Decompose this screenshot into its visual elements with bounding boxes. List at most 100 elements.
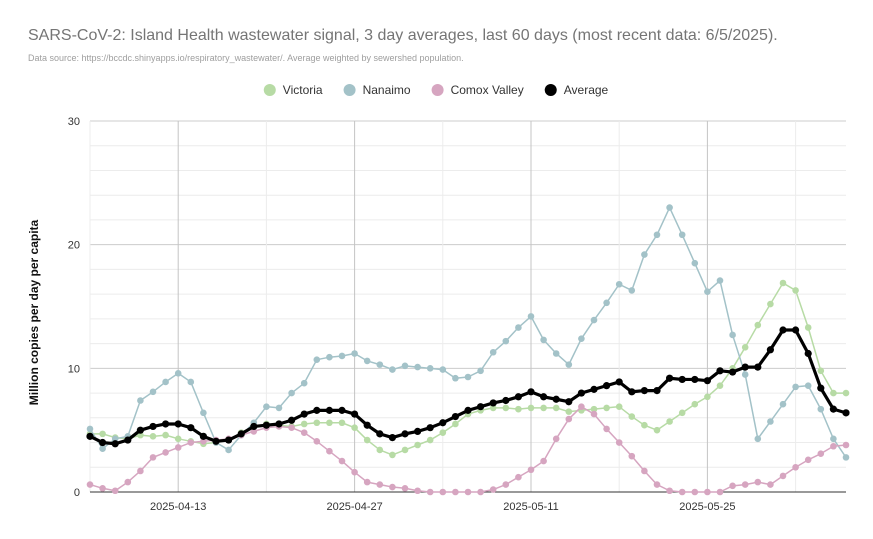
data-point-victoria (716, 382, 724, 389)
data-point-comox-valley (515, 473, 522, 481)
data-point-comox-valley (426, 488, 434, 496)
data-point-comox-valley (830, 442, 837, 450)
data-point-nanaimo (389, 366, 396, 373)
data-point-comox-valley (363, 478, 371, 486)
data-point-nanaimo (137, 397, 144, 404)
data-point-comox-valley (326, 447, 333, 455)
data-point-nanaimo (754, 435, 762, 443)
data-point-victoria (389, 451, 396, 459)
data-point-comox-valley (149, 454, 157, 461)
series-line-comox-valley (89, 405, 847, 493)
legend-swatch (343, 84, 356, 96)
data-point-average (187, 424, 195, 432)
data-point-victoria (174, 435, 182, 443)
data-point-average (477, 403, 485, 411)
data-point-nanaimo (842, 454, 850, 461)
data-point-comox-valley (729, 482, 736, 490)
data-point-nanaimo (653, 231, 661, 239)
data-point-comox-valley (641, 467, 648, 475)
data-point-comox-valley (804, 456, 812, 464)
data-point-victoria (754, 321, 762, 329)
data-point-victoria (439, 429, 447, 436)
x-tick-label: 2025-04-13 (150, 501, 206, 513)
data-point-average (716, 367, 724, 375)
data-point-victoria (779, 279, 787, 287)
data-point-nanaimo (704, 288, 711, 295)
data-point-comox-valley (540, 457, 547, 465)
legend-item-nanaimo: Nanaimo (343, 83, 411, 97)
data-point-comox-valley (464, 488, 472, 496)
data-point-nanaimo (351, 350, 358, 357)
data-point-victoria (804, 324, 812, 331)
data-point-average (212, 437, 220, 445)
data-point-comox-valley (250, 428, 258, 435)
data-point-nanaimo (263, 403, 270, 410)
data-point-nanaimo (741, 371, 749, 378)
data-point-comox-valley (200, 438, 207, 445)
data-point-victoria (426, 436, 434, 444)
data-point-comox-valley (603, 425, 610, 433)
y-tick-label: 20 (68, 240, 80, 252)
data-point-nanaimo (111, 435, 119, 443)
data-point-average (817, 384, 825, 392)
data-point-comox-valley (124, 478, 132, 486)
data-point-comox-valley (111, 487, 119, 495)
data-point-comox-valley (716, 488, 724, 496)
data-point-victoria (515, 405, 522, 413)
data-point-comox-valley (300, 429, 308, 436)
data-point-comox-valley (741, 481, 749, 488)
data-point-nanaimo (515, 324, 522, 331)
legend-item-victoria: Victoria (263, 83, 323, 97)
data-point-average (149, 422, 157, 431)
data-point-average (275, 420, 283, 428)
data-point-nanaimo (363, 357, 371, 365)
data-point-victoria (615, 403, 623, 410)
data-point-nanaimo (426, 365, 434, 372)
data-point-average (174, 420, 182, 428)
data-point-comox-valley (704, 488, 711, 496)
legend-label: Average (564, 83, 609, 97)
data-point-average (489, 399, 497, 407)
data-point-nanaimo (804, 382, 812, 389)
data-point-victoria (641, 421, 648, 429)
legend-item-comox-valley: Comox Valley (431, 83, 524, 97)
data-point-average (540, 393, 548, 401)
data-point-comox-valley (99, 484, 106, 492)
data-point-nanaimo (414, 363, 421, 371)
data-point-comox-valley (313, 438, 321, 445)
data-point-average (300, 410, 308, 418)
data-point-average (439, 419, 447, 427)
data-point-average (351, 410, 359, 418)
data-point-average (401, 430, 409, 438)
data-point-average (426, 424, 434, 432)
data-point-comox-valley (628, 452, 636, 460)
data-point-average (741, 363, 749, 371)
data-point-nanaimo (729, 331, 736, 339)
data-point-average (111, 440, 119, 448)
data-point-average (565, 398, 573, 406)
data-point-comox-valley (615, 439, 623, 446)
data-point-victoria (540, 404, 547, 412)
data-point-nanaimo (817, 405, 825, 413)
data-point-victoria (704, 393, 711, 401)
data-point-average (464, 406, 472, 414)
data-point-average (237, 430, 245, 438)
series-victoria (86, 279, 850, 459)
data-point-nanaimo (326, 353, 333, 361)
data-point-average (703, 377, 712, 385)
legend: Victoria Nanaimo Comox Valley Average (263, 83, 609, 97)
data-point-average (603, 382, 611, 390)
data-point-nanaimo (401, 362, 409, 370)
data-point-nanaimo (628, 287, 636, 294)
series-average (86, 326, 850, 448)
data-point-average (754, 363, 762, 371)
data-point-average (86, 432, 94, 440)
data-point-comox-valley (338, 457, 346, 465)
data-point-average (288, 416, 296, 424)
data-point-victoria (376, 446, 384, 454)
data-point-average (691, 375, 699, 384)
data-point-nanaimo (174, 369, 182, 377)
data-point-victoria (741, 344, 749, 351)
data-point-nanaimo (489, 348, 497, 356)
